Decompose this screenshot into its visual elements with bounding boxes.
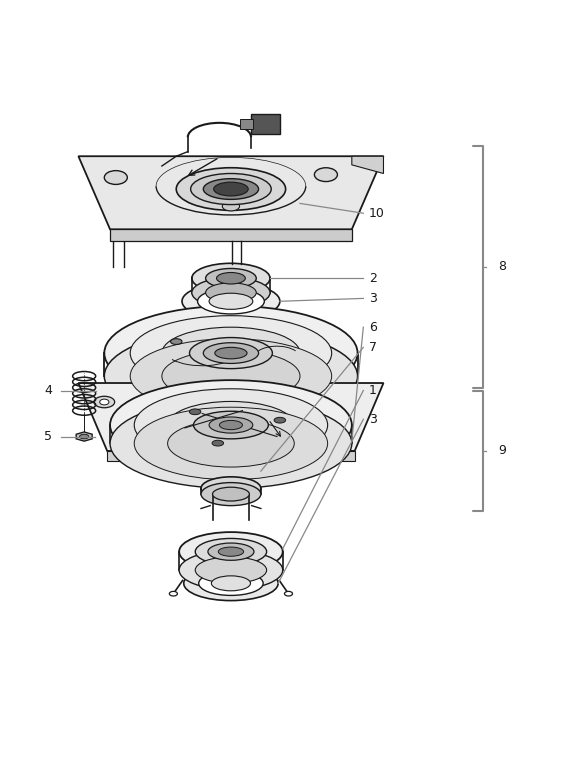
Ellipse shape [179, 551, 283, 590]
Ellipse shape [104, 329, 358, 423]
Ellipse shape [130, 316, 332, 390]
Ellipse shape [182, 283, 280, 319]
Ellipse shape [195, 538, 267, 565]
Ellipse shape [218, 547, 243, 556]
Ellipse shape [209, 293, 253, 309]
Text: 6: 6 [369, 321, 377, 333]
Ellipse shape [183, 566, 278, 601]
Text: 3: 3 [369, 292, 377, 305]
Polygon shape [78, 156, 384, 230]
Polygon shape [352, 156, 384, 173]
Ellipse shape [189, 337, 272, 369]
Ellipse shape [189, 409, 201, 415]
Ellipse shape [215, 348, 247, 358]
Ellipse shape [104, 306, 358, 401]
Ellipse shape [203, 179, 258, 199]
Ellipse shape [134, 389, 328, 462]
Text: eReplacementParts.com: eReplacementParts.com [204, 383, 373, 398]
Ellipse shape [190, 173, 271, 205]
Ellipse shape [314, 168, 338, 181]
Ellipse shape [168, 420, 294, 467]
Text: 2: 2 [369, 272, 377, 285]
Ellipse shape [219, 420, 242, 430]
Ellipse shape [216, 273, 245, 284]
Ellipse shape [208, 543, 254, 560]
Ellipse shape [179, 532, 283, 571]
Text: 3: 3 [369, 413, 377, 426]
Ellipse shape [192, 263, 270, 293]
Text: 10: 10 [369, 207, 385, 219]
Polygon shape [239, 119, 253, 129]
Ellipse shape [193, 412, 268, 439]
Ellipse shape [170, 339, 182, 344]
Text: 5: 5 [44, 430, 53, 443]
Ellipse shape [209, 417, 253, 433]
Ellipse shape [94, 396, 115, 408]
Ellipse shape [203, 343, 258, 363]
Text: 4: 4 [44, 384, 53, 397]
Ellipse shape [213, 182, 248, 196]
Text: 1: 1 [369, 384, 377, 397]
Ellipse shape [110, 398, 352, 488]
Text: 8: 8 [499, 260, 507, 273]
Ellipse shape [222, 201, 239, 211]
Ellipse shape [100, 399, 109, 405]
Ellipse shape [211, 576, 250, 590]
Polygon shape [251, 114, 280, 134]
Ellipse shape [212, 440, 223, 446]
Ellipse shape [205, 269, 256, 288]
Ellipse shape [80, 434, 89, 439]
Polygon shape [107, 451, 355, 462]
Ellipse shape [205, 283, 256, 302]
Ellipse shape [130, 339, 332, 413]
Ellipse shape [192, 278, 270, 308]
Text: 9: 9 [499, 444, 507, 458]
Ellipse shape [198, 571, 263, 595]
Ellipse shape [195, 557, 267, 583]
Ellipse shape [169, 591, 177, 596]
Ellipse shape [110, 380, 352, 470]
Ellipse shape [197, 289, 264, 314]
Text: 7: 7 [369, 341, 377, 354]
Ellipse shape [176, 168, 286, 210]
Ellipse shape [162, 350, 300, 402]
Polygon shape [78, 383, 384, 451]
Polygon shape [76, 432, 92, 441]
Ellipse shape [274, 417, 286, 423]
Polygon shape [110, 230, 352, 241]
Ellipse shape [284, 591, 293, 596]
Ellipse shape [212, 487, 249, 501]
Ellipse shape [134, 407, 328, 480]
Ellipse shape [201, 483, 261, 505]
Ellipse shape [162, 327, 300, 379]
Ellipse shape [168, 401, 294, 448]
Ellipse shape [201, 477, 261, 500]
Ellipse shape [104, 170, 128, 184]
